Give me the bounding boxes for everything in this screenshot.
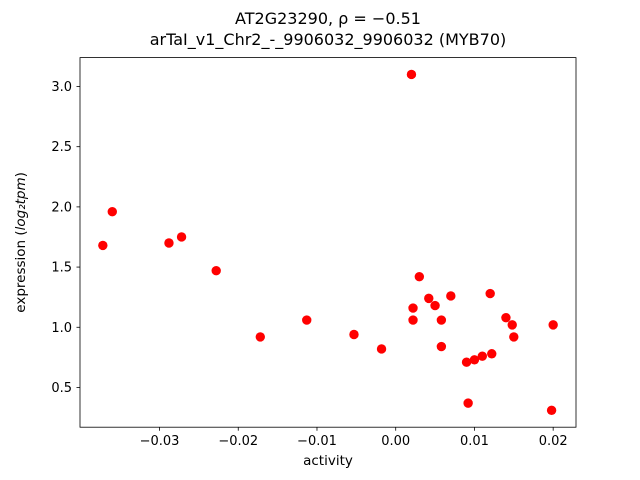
data-point (485, 288, 495, 299)
data-point (211, 265, 221, 276)
data-point (501, 312, 511, 323)
data-point (487, 349, 497, 359)
y-axis-label: expression (log₂tpm) (13, 172, 29, 313)
data-point (406, 69, 417, 80)
data-point (107, 207, 117, 217)
data-point (507, 320, 517, 330)
data-point (349, 329, 359, 340)
x-tick-label: 0.02 (539, 434, 568, 449)
data-point (255, 332, 265, 342)
data-point (477, 351, 488, 361)
data-point (98, 240, 108, 251)
data-point (461, 357, 472, 367)
data-point (463, 398, 473, 408)
x-axis-label: activity (303, 453, 353, 469)
data-point (176, 232, 187, 242)
data-point (376, 344, 387, 354)
data-point (408, 303, 418, 313)
y-tick-label: 0.5 (51, 381, 72, 396)
data-point (509, 332, 519, 342)
x-tick-label: 0.01 (460, 434, 489, 449)
data-point (546, 405, 557, 416)
data-point (469, 355, 480, 365)
data-point (548, 320, 558, 330)
data-point (408, 315, 418, 325)
y-tick-label: 3.0 (51, 80, 72, 95)
y-tick-label: 1.5 (51, 261, 72, 276)
x-tick-label: −0.02 (218, 434, 258, 449)
data-point (430, 300, 440, 311)
x-tick-label: 0.00 (381, 434, 410, 449)
chart-subtitle: arTaI_v1_Chr2_-_9906032_9906032 (MYB70) (150, 30, 507, 50)
y-tick-label: 2.0 (51, 200, 72, 215)
data-point (302, 315, 312, 325)
x-tick-label: −0.01 (297, 434, 337, 449)
data-point (446, 291, 456, 301)
y-tick-label: 2.5 (51, 140, 72, 155)
axes-frame (79, 57, 577, 428)
data-point (436, 341, 447, 352)
x-tick-label: −0.03 (140, 434, 180, 449)
y-tick-label: 1.0 (51, 321, 72, 336)
chart-title: AT2G23290, ρ = −0.51 (235, 9, 421, 28)
data-point (164, 238, 174, 248)
data-point (414, 272, 425, 282)
data-point (424, 293, 434, 304)
data-point (436, 315, 447, 325)
